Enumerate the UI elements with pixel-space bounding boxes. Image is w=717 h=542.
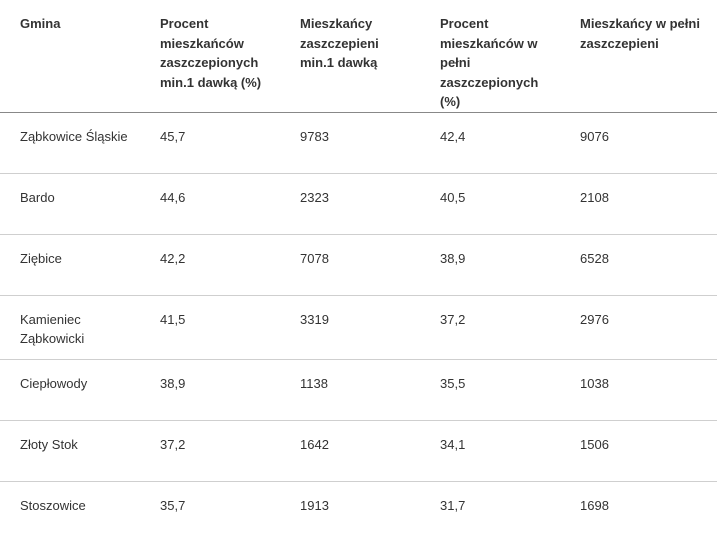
table-row: Stoszowice 35,7 1913 31,7 1698 bbox=[0, 481, 717, 542]
cell-gmina: Stoszowice bbox=[20, 497, 86, 513]
table-header-row: Gmina Procent mieszkańców zaszczepionych… bbox=[0, 0, 717, 113]
table-row: Bardo 44,6 2323 40,5 2108 bbox=[0, 173, 717, 235]
cell-count-one-dose: 1138 bbox=[280, 359, 420, 421]
cell-count-full: 1038 bbox=[560, 359, 717, 421]
cell-gmina: Ząbkowice Śląskie bbox=[0, 112, 140, 174]
table-row: Ziębice 42,2 7078 38,9 6528 bbox=[0, 234, 717, 296]
cell-percent-full: 31,7 bbox=[440, 497, 466, 513]
cell-count-one-dose: 7078 bbox=[280, 234, 420, 296]
cell-count-full: 2976 bbox=[560, 295, 717, 360]
cell-count-full: 2108 bbox=[560, 173, 717, 235]
table-row: Ciepłowody 38,9 1138 35,5 1038 bbox=[0, 359, 717, 421]
table-row: Kamieniec Ząbkowicki 41,5 3319 37,2 2976 bbox=[0, 295, 717, 360]
column-header-count-full: Mieszkańcy w pełni zaszczepieni bbox=[560, 0, 717, 113]
table-row: Ząbkowice Śląskie 45,7 9783 42,4 9076 bbox=[0, 112, 717, 174]
cell-percent-one-dose: 41,5 bbox=[140, 295, 280, 360]
cell-gmina: Złoty Stok bbox=[0, 420, 140, 482]
cell-percent-full: 40,5 bbox=[420, 173, 560, 235]
cell-percent-one-dose: 44,6 bbox=[140, 173, 280, 235]
cell-gmina: Ciepłowody bbox=[0, 359, 140, 421]
table-row: Złoty Stok 37,2 1642 34,1 1506 bbox=[0, 420, 717, 482]
column-header-count-one-dose: Mieszkańcy zaszczepieni min.1 dawką bbox=[280, 0, 420, 113]
cell-percent-full: 37,2 bbox=[420, 295, 560, 360]
column-header-gmina: Gmina bbox=[0, 0, 140, 113]
cell-percent-one-dose: 35,7 bbox=[160, 497, 186, 513]
cell-gmina: Ziębice bbox=[0, 234, 140, 296]
cell-percent-one-dose: 42,2 bbox=[140, 234, 280, 296]
cell-count-one-dose: 3319 bbox=[280, 295, 420, 360]
column-header-percent-one-dose: Procent mieszkańców zaszczepionych min.1… bbox=[140, 0, 280, 113]
cell-percent-full: 35,5 bbox=[420, 359, 560, 421]
column-header-percent-full: Procent mieszkańców w pełni zaszczepiony… bbox=[420, 0, 560, 113]
cell-count-full: 6528 bbox=[560, 234, 717, 296]
cell-count-one-dose: 1642 bbox=[280, 420, 420, 482]
cell-percent-one-dose: 45,7 bbox=[140, 112, 280, 174]
cell-percent-full: 42,4 bbox=[420, 112, 560, 174]
cell-gmina: Bardo bbox=[0, 173, 140, 235]
cell-gmina: Kamieniec Ząbkowicki bbox=[0, 295, 140, 360]
cell-count-full: 1506 bbox=[560, 420, 717, 482]
cell-count-one-dose: 2323 bbox=[280, 173, 420, 235]
cell-percent-one-dose: 38,9 bbox=[140, 359, 280, 421]
cell-count-full: 9076 bbox=[560, 112, 717, 174]
cell-count-full: 1698 bbox=[580, 497, 609, 513]
cell-count-one-dose: 1913 bbox=[300, 497, 329, 513]
cell-count-one-dose: 9783 bbox=[280, 112, 420, 174]
cell-percent-one-dose: 37,2 bbox=[140, 420, 280, 482]
cell-percent-full: 34,1 bbox=[420, 420, 560, 482]
cell-percent-full: 38,9 bbox=[420, 234, 560, 296]
